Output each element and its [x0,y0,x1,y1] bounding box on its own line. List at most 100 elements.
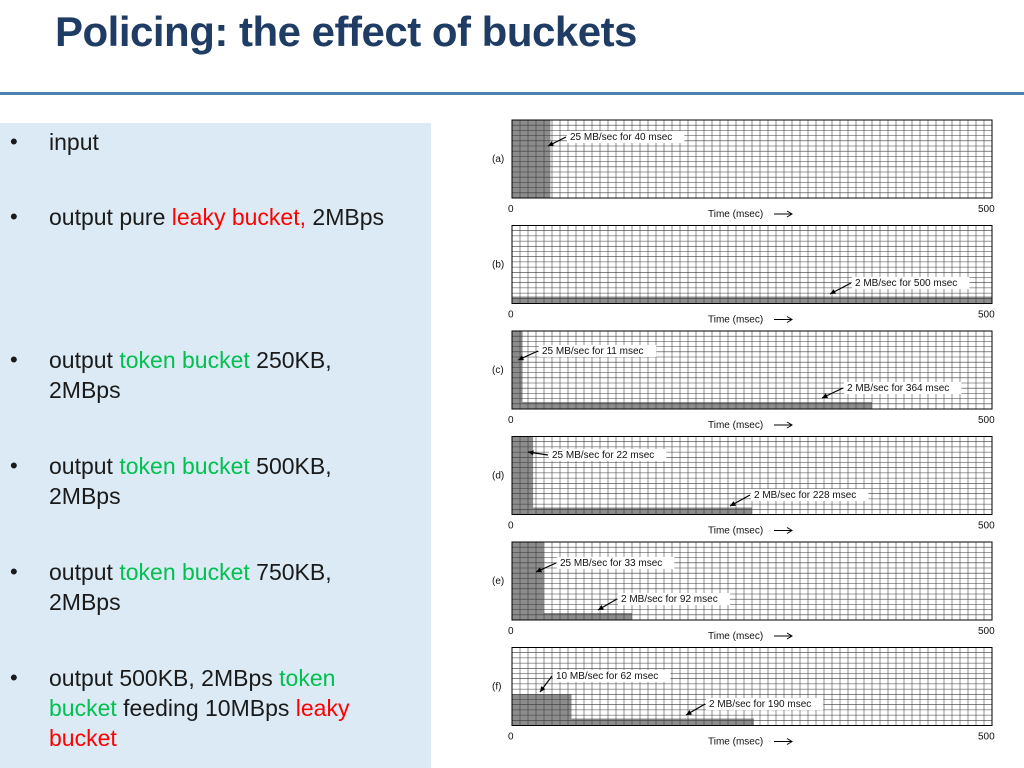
panel-frame [511,436,993,515]
axis-start-label: 0 [508,626,514,637]
axis-start-label: 0 [508,521,514,532]
bullet-run-red: leaky bucket [49,695,350,751]
panel-label: (d) [492,471,504,482]
annotation-box [567,131,685,143]
traffic-panel-b: (b) 0 500 Time (msec) 2 MB/sec for 500 msec [492,225,995,326]
annotation-box [751,489,869,501]
axis-arrow-icon [774,738,793,745]
arrowhead-icon [536,567,542,573]
bullet-run-green: token bucket [119,559,250,585]
axis-title: Time (msec) [708,737,763,748]
axis-arrow-icon [774,632,793,640]
panel-frame [511,647,993,726]
bullet-run-green: token bucket [119,347,250,373]
annotation-box [706,698,824,710]
axis-title: Time (msec) [708,209,763,220]
arrowhead-icon [686,710,692,715]
bullet-dot: • [10,559,18,584]
traffic-panel-c: (c) 0 500 Time (msec) 25 MB/sec for 11 msec 2… [492,330,995,431]
axis-arrow-icon [774,316,793,323]
panel-frame [511,119,993,199]
axis-title: Time (msec) [708,631,763,642]
panel-frame [511,330,993,410]
axis-start-label: 0 [508,415,514,426]
bullet-dot: • [10,129,18,154]
bullet-dot: • [10,347,18,372]
title-divider [0,92,1024,95]
panel-grid [511,330,993,410]
bullet-run-red: leaky bucket, [171,204,307,230]
panel-grid [511,225,993,304]
bullet-run-black: output [49,453,120,479]
panel-frame [511,541,993,621]
axis-title: Time (msec) [708,526,763,537]
bullet-dot: • [10,453,18,478]
annotation-text: 2 MB/sec for 92 msec [621,594,718,605]
bullet-run-black: 250KB, 2MBps [49,347,332,403]
bullet-text: input [49,127,409,157]
panel-grid [511,647,993,726]
bullet-text: output token bucket 750KB, 2MBps [49,557,409,617]
annotation-text: 25 MB/sec for 33 msec [560,558,662,569]
annotation-box [549,449,667,461]
segment-2mbps-228ms [533,507,752,515]
axis-arrow-icon [774,421,793,429]
bullet-text: output token bucket 500KB, 2MBps [49,451,409,511]
annotation-text: 2 MB/sec for 364 msec [847,383,949,394]
axis-end-label: 500 [978,415,995,426]
annotation-box [852,277,970,289]
panel-label: (c) [492,365,504,376]
annotation-box [844,382,962,394]
axis-end-label: 500 [978,732,995,743]
panel-grid [511,436,993,515]
axis-start-label: 0 [508,204,514,215]
arrowhead-icon [518,355,524,361]
annotation-text: 2 MB/sec for 500 msec [855,278,957,289]
traffic-panel-d: (d) 0 500 Time (msec) 25 MB/sec for 22 msec 2… [492,436,995,537]
segment-25mbps-22ms [512,436,534,515]
segment-2mbps-92ms [543,613,632,620]
bullet-panel: • input • output pure leaky bucket, 2MBp… [0,123,431,768]
axis-title: Time (msec) [708,420,763,431]
axis-start-label: 0 [508,310,514,321]
bullet-run-black: 750KB, 2MBps [49,559,332,615]
bullet-text: output 500KB, 2MBps token bucket feeding… [49,663,409,753]
panel-grid [511,541,993,621]
segment-25mbps-11ms [512,331,523,409]
segment-2mbps-190ms [571,718,754,726]
axis-end-label: 500 [978,310,995,321]
annotation-text: 25 MB/sec for 11 msec [542,346,644,357]
bullet-run-black: output [49,559,120,585]
bullet-run-black: feeding 10MBps [116,695,296,721]
annotation-box [539,345,657,357]
bullet-run-black: 2MBps [306,204,384,230]
axis-start-label: 0 [508,732,514,743]
annotation-box [557,557,675,569]
panel-label: (f) [492,682,501,693]
annotation-text: 2 MB/sec for 190 msec [709,699,811,710]
bullet-run-green: token bucket [49,665,336,721]
annotation-box [618,593,730,605]
bullet-dot: • [10,665,18,690]
segment-2mbps-364ms [522,402,872,409]
bullet-run-black: output 500KB, 2MBps [49,665,280,691]
traffic-panel-a: (a) 0 500 Time (msec) 25 MB/sec for 40 msec [492,119,995,220]
traffic-panel-f: (f) 0 500 Time (msec) 10 MB/sec for 62 msec 2… [492,647,995,748]
bullet-text: output pure leaky bucket, 2MBps [49,202,409,232]
bullet-dot: • [10,204,18,229]
annotation-box [553,670,671,682]
panel-frame [511,225,993,304]
arrowhead-icon [730,501,736,506]
bullet-run-black: output [49,347,120,373]
bullet-run-green: token bucket [119,453,250,479]
arrowhead-icon [540,686,546,692]
traffic-panel-e: (e) 0 500 Time (msec) 25 MB/sec for 33 msec 2… [492,541,995,642]
arrowhead-icon [528,450,534,456]
segment-25mbps-40ms [512,120,551,198]
arrowhead-icon [830,289,836,294]
bullet-run-black: output pure [49,204,172,230]
axis-end-label: 500 [978,204,995,215]
bullet-text: output token bucket 250KB, 2MBps [49,345,409,405]
arrowhead-icon [548,141,554,146]
